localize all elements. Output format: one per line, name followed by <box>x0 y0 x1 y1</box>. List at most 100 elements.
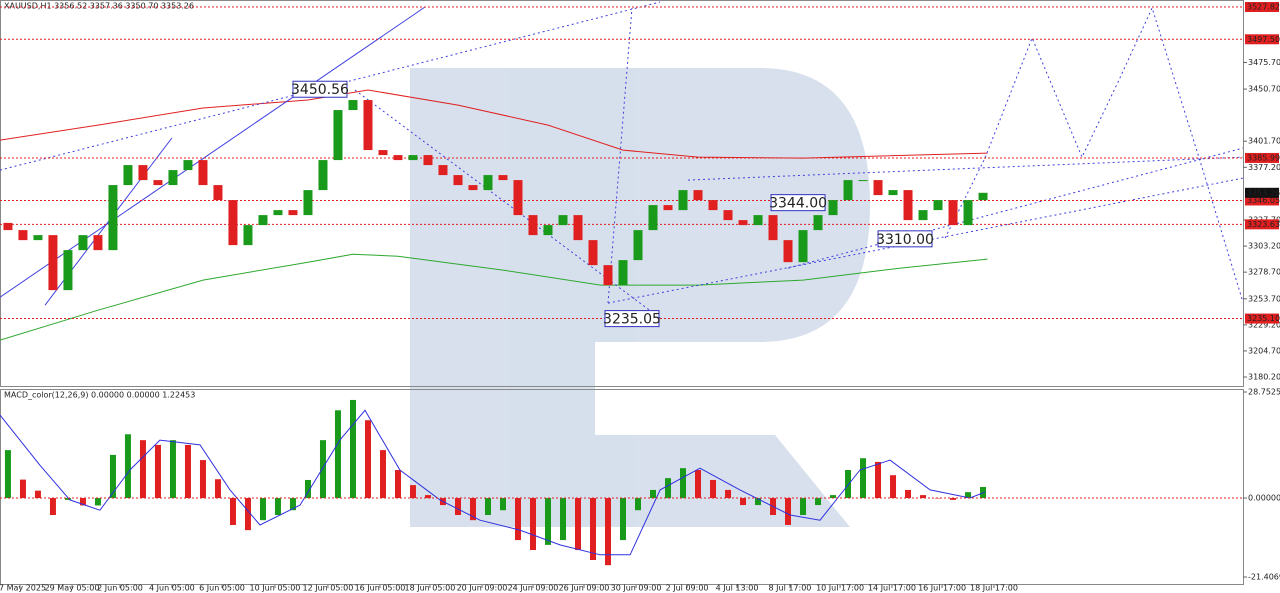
histogram-bar <box>845 470 852 499</box>
level-tag <box>1245 2 1279 13</box>
x-tick-label: 30 Jun 09:00 <box>611 584 662 593</box>
candle <box>153 180 163 186</box>
x-tick-label: 2 Jun 05:00 <box>97 584 143 593</box>
y-tick-label: 3180.20 <box>1248 372 1280 381</box>
x-tick-label: 18 Jun 05:00 <box>405 584 456 593</box>
candle <box>573 215 583 241</box>
candle <box>93 235 103 251</box>
level-label: 3235.10 <box>1247 314 1280 323</box>
macd-title: MACD_color(12,26,9) 0.00000 0.00000 1.22… <box>4 391 195 400</box>
histogram-bar <box>740 498 747 506</box>
candle <box>708 200 718 211</box>
x-tick-label: 2 Jul 09:00 <box>666 584 709 593</box>
histogram-bar <box>875 461 882 499</box>
candle <box>333 110 343 161</box>
candle <box>423 155 433 166</box>
logo-stem <box>410 68 595 527</box>
level-label: 3323.63 <box>1247 220 1280 229</box>
histogram-bar <box>589 498 596 560</box>
line-series <box>787 147 1244 269</box>
histogram-bar <box>34 490 41 499</box>
histogram-bar <box>514 498 521 541</box>
candle <box>408 155 418 161</box>
chart-title: XAUUSD,H1 3356.52 3357.36 3350.70 3353.2… <box>4 2 194 11</box>
candle <box>483 175 493 191</box>
candle <box>918 210 928 221</box>
watermark <box>410 68 870 527</box>
histogram-bar <box>214 479 221 499</box>
x-tick-label: 12 Jun 05:00 <box>303 584 354 593</box>
candle <box>528 215 538 236</box>
histogram-bar <box>244 498 251 531</box>
histogram-bar <box>199 460 206 499</box>
candle <box>633 230 643 261</box>
level-tag <box>1245 195 1279 206</box>
histogram-bar <box>304 479 311 499</box>
candle <box>558 215 568 226</box>
line-series <box>607 7 633 304</box>
candle <box>198 160 208 186</box>
histogram-bar <box>620 498 627 541</box>
y-tick-label: 3377.20 <box>1248 163 1280 172</box>
line-series <box>0 6 426 298</box>
x-tick-label: 10 Jul 17:00 <box>816 584 864 593</box>
x-tick-label: 6 Jun 05:00 <box>199 584 245 593</box>
histogram-bar <box>529 498 536 551</box>
histogram-bar <box>94 498 101 506</box>
candle <box>273 210 283 216</box>
price-tag <box>1245 187 1279 198</box>
histogram-bar <box>334 410 341 499</box>
candle <box>888 190 898 196</box>
candle <box>453 175 463 186</box>
histogram-bar <box>289 498 296 511</box>
histogram-bar <box>394 470 401 499</box>
candle <box>978 192 988 201</box>
y-tick-label: 3450.70 <box>1248 85 1280 94</box>
candle <box>348 100 358 111</box>
macd-frame <box>0 389 1244 585</box>
line-series <box>944 6 1244 303</box>
line-series <box>0 253 988 341</box>
histogram-bar <box>19 479 26 499</box>
y-tick-label: 3229.20 <box>1248 320 1280 329</box>
annotation-label: 3344.00 <box>769 196 827 212</box>
candle <box>48 235 58 291</box>
candle <box>378 150 388 156</box>
histogram-bar <box>574 498 581 551</box>
logo-leg <box>595 435 850 527</box>
candle <box>948 200 958 226</box>
candle <box>318 160 328 191</box>
annotation-label: 3310.00 <box>876 232 934 248</box>
histogram-bar <box>49 498 56 516</box>
histogram-bar <box>935 498 942 499</box>
histogram-bar <box>64 498 71 500</box>
candle <box>123 165 133 186</box>
candle <box>243 225 253 246</box>
candle <box>618 260 628 286</box>
histogram-bar <box>454 498 461 516</box>
candle <box>513 180 523 216</box>
histogram-bar <box>680 468 687 499</box>
candle <box>228 200 238 246</box>
histogram-bar <box>109 454 116 499</box>
line-series <box>354 89 661 319</box>
histogram-bar <box>184 444 191 499</box>
histogram-bar <box>920 495 927 499</box>
histogram-bar <box>379 450 386 499</box>
candle <box>678 190 688 211</box>
annotation-label: 3450.56 <box>291 82 349 98</box>
histogram-bar <box>349 399 356 499</box>
histogram-bar <box>409 485 416 499</box>
histogram-bar <box>79 498 86 506</box>
logo-bowl <box>595 68 870 342</box>
candle <box>693 190 703 201</box>
candle <box>363 100 373 151</box>
candle <box>798 230 808 263</box>
candle <box>903 190 913 221</box>
candle <box>663 205 673 211</box>
annotation-box <box>877 230 933 248</box>
level-label: 3346.05 <box>1247 196 1280 205</box>
level-label: 3385.99 <box>1247 153 1280 162</box>
candle <box>78 235 88 251</box>
level-tag <box>1245 219 1279 230</box>
